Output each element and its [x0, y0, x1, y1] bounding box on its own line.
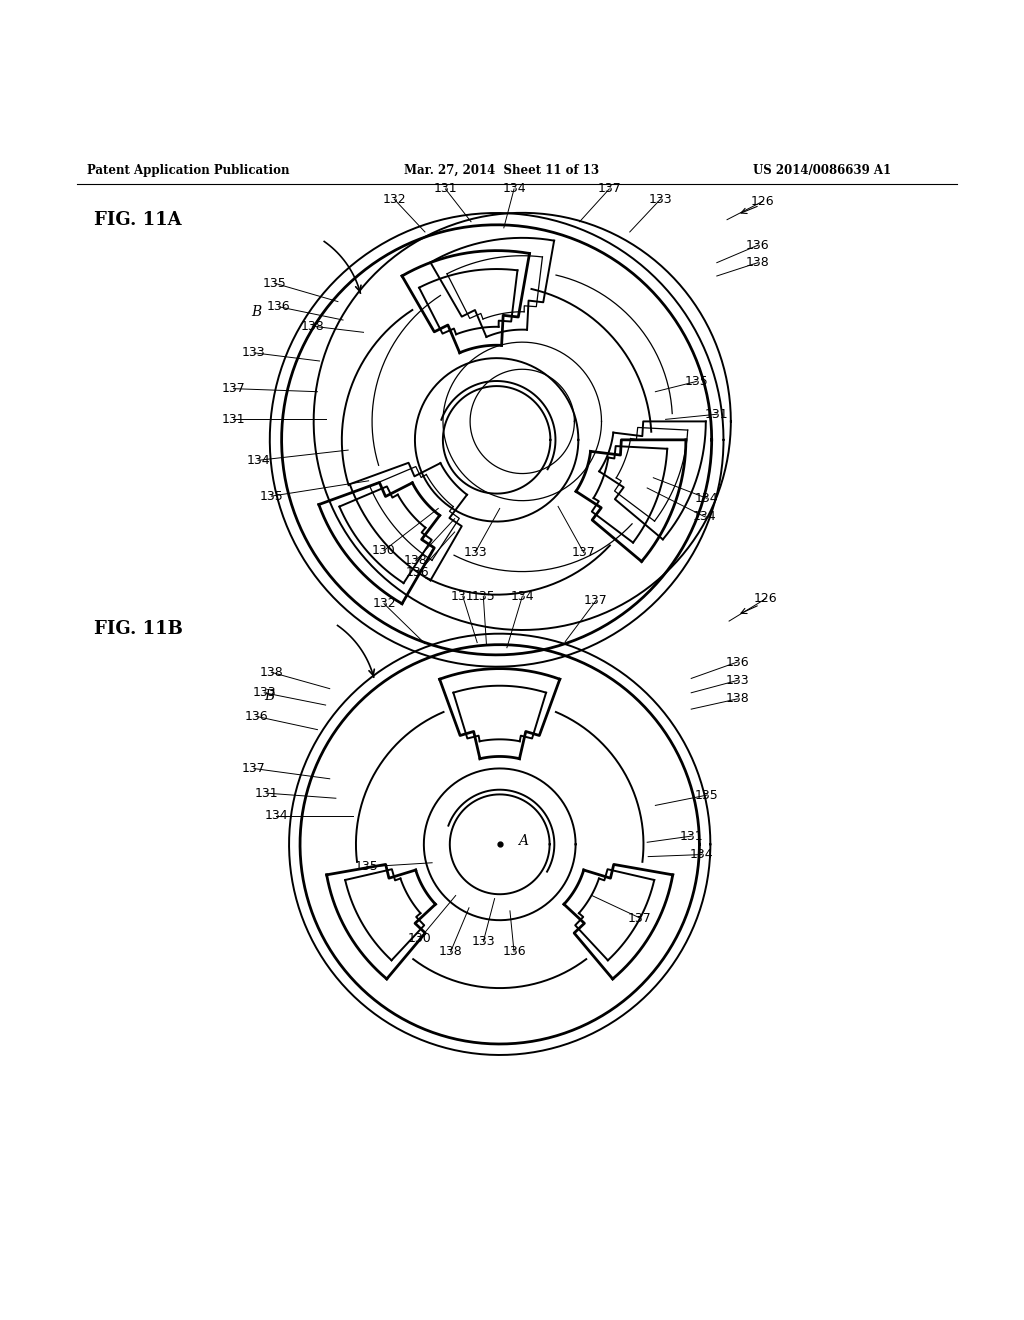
Text: 134: 134: [694, 492, 719, 504]
Text: 131: 131: [433, 182, 458, 195]
Text: A: A: [518, 834, 528, 849]
Text: US 2014/0086639 A1: US 2014/0086639 A1: [753, 164, 891, 177]
Text: 136: 136: [266, 300, 291, 313]
Text: 131: 131: [705, 408, 729, 421]
Text: 131: 131: [254, 787, 279, 800]
Text: 134: 134: [692, 510, 717, 523]
Text: 132: 132: [372, 597, 396, 610]
Text: 134: 134: [689, 847, 714, 861]
Text: 126: 126: [754, 593, 778, 605]
Text: 137: 137: [597, 182, 622, 195]
Text: 137: 137: [571, 546, 596, 558]
Text: 133: 133: [252, 686, 276, 700]
Text: FIG. 11A: FIG. 11A: [94, 211, 182, 228]
Text: 126: 126: [751, 195, 775, 207]
Text: 133: 133: [463, 546, 487, 558]
Text: 138: 138: [725, 693, 750, 705]
Text: B: B: [264, 689, 274, 702]
Text: 133: 133: [725, 675, 750, 686]
Text: 134: 134: [502, 182, 526, 195]
Text: 135: 135: [262, 277, 287, 289]
Text: 138: 138: [403, 554, 428, 568]
Text: 138: 138: [259, 665, 284, 678]
Text: 131: 131: [451, 590, 475, 603]
Text: 135: 135: [354, 861, 379, 874]
Text: FIG. 11B: FIG. 11B: [94, 620, 183, 639]
Text: 131: 131: [679, 830, 703, 842]
Text: 137: 137: [242, 762, 266, 775]
Text: Patent Application Publication: Patent Application Publication: [87, 164, 290, 177]
Text: 134: 134: [510, 590, 535, 603]
Text: 137: 137: [584, 594, 608, 607]
Text: 135: 135: [471, 590, 496, 603]
Text: 134: 134: [264, 809, 289, 822]
Text: 133: 133: [471, 935, 496, 948]
Text: 136: 136: [502, 945, 526, 958]
Text: 131: 131: [221, 413, 246, 426]
Text: 133: 133: [648, 193, 673, 206]
Text: 133: 133: [242, 346, 266, 359]
Text: 137: 137: [221, 383, 246, 395]
Text: 135: 135: [684, 375, 709, 388]
Text: Mar. 27, 2014  Sheet 11 of 13: Mar. 27, 2014 Sheet 11 of 13: [404, 164, 600, 177]
Text: 136: 136: [745, 239, 770, 252]
Text: 138: 138: [300, 319, 325, 333]
Text: 136: 136: [244, 710, 268, 723]
Text: 130: 130: [372, 544, 396, 557]
Text: 135: 135: [694, 788, 719, 801]
Text: 132: 132: [382, 193, 407, 206]
Text: 136: 136: [725, 656, 750, 668]
Text: 138: 138: [745, 256, 770, 269]
Text: 136: 136: [406, 566, 430, 579]
Text: B: B: [251, 305, 261, 319]
Text: 134: 134: [246, 454, 270, 467]
Text: 138: 138: [438, 945, 463, 958]
Text: 130: 130: [408, 932, 432, 945]
Text: 137: 137: [628, 912, 652, 924]
Text: 135: 135: [259, 490, 284, 503]
